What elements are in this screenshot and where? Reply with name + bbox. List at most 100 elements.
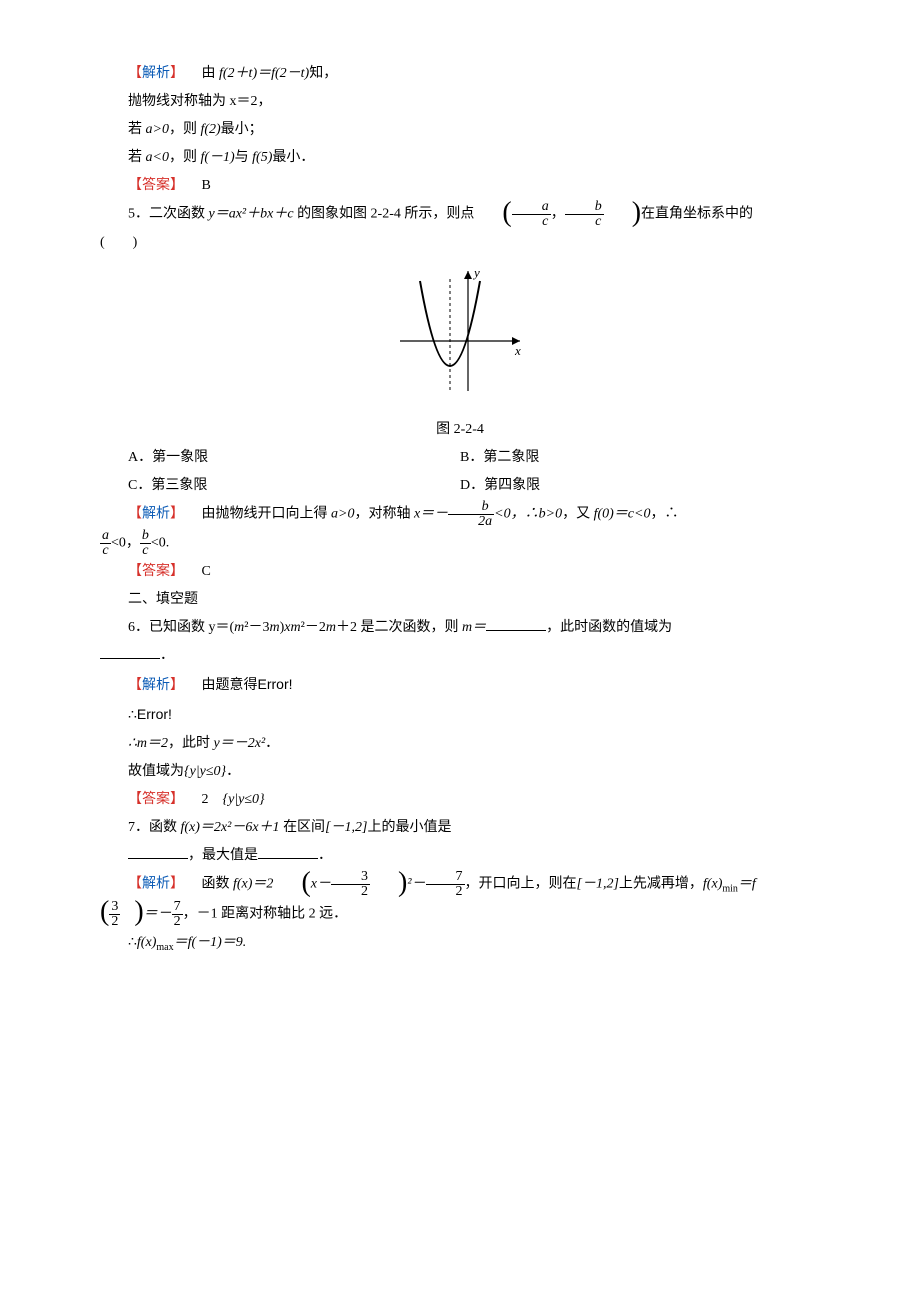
frac-num: 3 [109, 900, 120, 915]
answer-label: 答案 [142, 564, 170, 579]
text: ，开口向上，则在 [465, 877, 577, 892]
error-text: Error! [258, 676, 293, 692]
bracket-r: 】 [170, 678, 184, 693]
frac-num: a [100, 529, 111, 544]
q6-stem-2: ． [100, 642, 820, 670]
q5-analysis: 【解析】 由抛物线开口向上得 a>0，对称轴 x＝－b2a<0，∴b>0，又 f… [100, 500, 820, 529]
frac: 32 [331, 870, 370, 899]
math: x＝－ [414, 507, 448, 522]
text: 由抛物线开口向上得 [202, 507, 332, 522]
option-b: B．第二象限 [460, 444, 820, 472]
frac-den: 2 [172, 915, 183, 929]
text: 由题意得 [202, 678, 258, 693]
text: <0. [151, 536, 169, 551]
frac-den: c [512, 215, 551, 229]
math: f(x) [137, 935, 156, 950]
frac-den: 2 [331, 885, 370, 899]
q5-paren: ( ) [100, 229, 820, 257]
bracket-r: 】 [170, 66, 184, 81]
text: ∴ [128, 708, 137, 723]
x-label: x [514, 343, 521, 358]
text: ，最大值是 [188, 848, 258, 863]
text: 已知函数 [149, 620, 209, 635]
text: ． [160, 648, 174, 663]
text: 的图象如图 2-2-4 所示，则点 [294, 207, 475, 222]
parabola-chart: x y [390, 261, 530, 401]
analysis-label: 解析 [142, 507, 170, 522]
q5-options-row2: C．第三象限 D．第四象限 [100, 472, 820, 500]
bracket-l: 【 [128, 178, 142, 193]
math: a>0 [146, 122, 169, 137]
answer-value: {y|y≤0} [223, 792, 265, 807]
math: ∴m＝2 [128, 736, 168, 751]
bracket-l: 【 [128, 877, 142, 892]
math: [－1,2] [325, 820, 367, 835]
text: ，则 [169, 150, 201, 165]
frac: 72 [426, 870, 465, 899]
text: ． [265, 736, 279, 751]
frac: ac [100, 529, 111, 558]
math: y＝－2x² [214, 736, 266, 751]
text: 知， [309, 66, 337, 81]
text: 若 [128, 122, 146, 137]
q6-analysis-1: 【解析】 由题意得Error! [100, 670, 820, 700]
bracket-l: 【 [128, 66, 142, 81]
q6-analysis-2: ∴Error! [100, 700, 820, 730]
q4-analysis-line1: 【解析】 由 f(2＋t)＝f(2－t)知， [100, 60, 820, 88]
subscript: max [156, 941, 173, 952]
frac-den: c [565, 215, 604, 229]
text: 函数 [149, 820, 181, 835]
frac: 72 [172, 900, 183, 929]
math: y＝ax²＋bx＋c [209, 207, 294, 222]
bracket-l: 【 [128, 507, 142, 522]
q7-analysis-2: (32 )＝－72，－1 距离对称轴比 2 远． [100, 900, 820, 929]
q5-analysis-2: ac<0，bc<0. [100, 529, 820, 558]
text: <0， [111, 536, 140, 551]
text: ，∴ [650, 507, 678, 522]
text: 上先减再增， [619, 877, 703, 892]
section-2-title: 二、填空题 [100, 586, 820, 614]
q6-analysis-3: ∴m＝2，此时 y＝－2x²． [100, 730, 820, 758]
blank-field [100, 644, 160, 659]
math: [－1,2] [577, 877, 619, 892]
text: ，则 [169, 122, 201, 137]
bracket-l: 【 [128, 564, 142, 579]
y-label: y [472, 265, 480, 280]
text: ，此时函数的值域为 [546, 620, 672, 635]
frac-den: 2 [426, 885, 465, 899]
math: f(x)＝2 [233, 877, 273, 892]
option-d: D．第四象限 [460, 472, 820, 500]
text: ，－1 距离对称轴比 2 远． [183, 906, 348, 921]
bracket-r: 】 [170, 792, 184, 807]
q7-analysis-1: 【解析】 函数 f(x)＝2(x－32)²－72，开口向上，则在[－1,2]上先… [100, 870, 820, 900]
frac: bc [565, 200, 604, 229]
answer-label: 答案 [142, 178, 170, 193]
frac-num: b [565, 200, 604, 215]
text: 是二次函数，则 [357, 620, 462, 635]
text: 函数 [202, 877, 234, 892]
math: a>0 [331, 507, 354, 522]
bracket-l: 【 [128, 678, 142, 693]
q4-answer: 【答案】 B [100, 172, 820, 200]
blank-field [258, 844, 318, 859]
math: ²－ [407, 877, 425, 892]
frac-num: 7 [172, 900, 183, 915]
blank-field [128, 844, 188, 859]
q5-fig-caption: 图 2-2-4 [100, 416, 820, 444]
math: y＝(m²－3m)xm²－2m＋2 [209, 620, 357, 635]
math: f(2) [200, 122, 220, 137]
q6-stem: 6．已知函数 y＝(m²－3m)xm²－2m＋2 是二次函数，则 m＝，此时函数… [100, 614, 820, 642]
q7-analysis-3: ∴f(x)max＝f(－1)＝9. [100, 929, 820, 958]
frac-den: 2a [448, 515, 494, 529]
text: ，又 [562, 507, 594, 522]
q5-answer: 【答案】 C [100, 558, 820, 586]
q6-analysis-4: 故值域为{y|y≤0}． [100, 758, 820, 786]
math: f(x)＝2x²－6x＋1 [181, 820, 280, 835]
text: ． [226, 764, 240, 779]
blank-field [486, 616, 546, 631]
bracket-r: 】 [170, 877, 184, 892]
option-c: C．第三象限 [100, 472, 460, 500]
frac-num: a [512, 200, 551, 215]
frac-num: b [448, 500, 494, 515]
frac-num: 7 [426, 870, 465, 885]
